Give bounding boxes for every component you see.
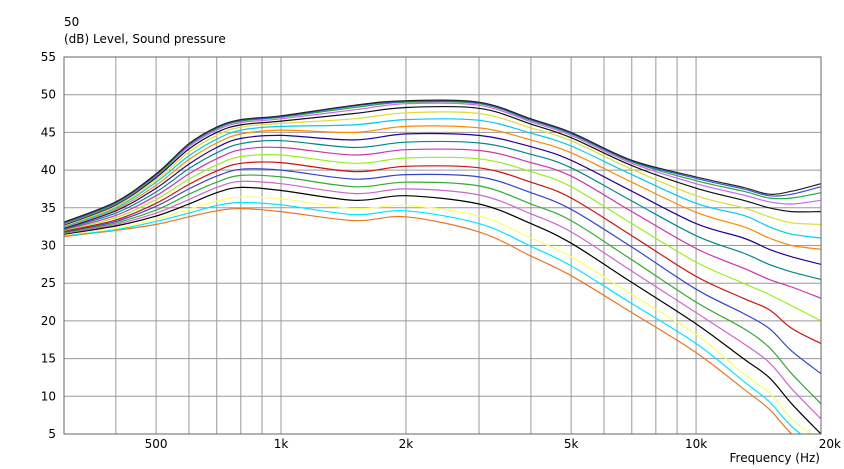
y-tick-label: 30 bbox=[41, 239, 56, 253]
y-tick-label: 55 bbox=[41, 50, 56, 64]
series-line bbox=[64, 139, 821, 280]
y-tick-label: 40 bbox=[41, 163, 56, 177]
series-line bbox=[64, 168, 821, 375]
x-tick-label: 5k bbox=[564, 437, 579, 451]
series-line bbox=[64, 102, 821, 225]
series-line bbox=[64, 100, 821, 224]
series-line bbox=[64, 125, 821, 250]
y-tick-label: 50 bbox=[41, 88, 56, 102]
plot-frame bbox=[63, 56, 822, 435]
series-line bbox=[64, 118, 821, 239]
y-tick-label: 10 bbox=[41, 389, 56, 403]
series-line bbox=[64, 186, 821, 434]
series-line bbox=[64, 146, 821, 299]
y-tick-label: 25 bbox=[41, 276, 56, 290]
series-line bbox=[64, 99, 821, 223]
y-tick-label: 5 bbox=[48, 427, 56, 441]
y-tick-labels: 5 10 15 20 25 30 35 40 45 50 55 bbox=[41, 50, 56, 441]
x-tick-label: 500 bbox=[145, 437, 168, 451]
x-tick-label: 20k bbox=[819, 437, 841, 451]
series-line bbox=[64, 174, 821, 405]
x-tick-labels: 500 1k 2k 5k 10k 20k bbox=[145, 437, 841, 451]
y-tick-label: 20 bbox=[41, 314, 56, 328]
series-line bbox=[64, 105, 821, 226]
series-line bbox=[64, 207, 793, 434]
top-scale-label: 50 bbox=[64, 15, 79, 29]
x-tick-label: 10k bbox=[685, 437, 707, 451]
x-axis-label: Frequency (Hz) bbox=[730, 451, 821, 465]
y-axis-label: (dB) Level, Sound pressure bbox=[64, 32, 226, 46]
series-line bbox=[64, 180, 821, 420]
x-tick-label: 1k bbox=[274, 437, 289, 451]
series-line bbox=[64, 196, 812, 434]
series-line bbox=[64, 201, 802, 434]
y-tick-label: 35 bbox=[41, 201, 56, 215]
y-tick-label: 15 bbox=[41, 352, 56, 366]
series-group bbox=[64, 99, 821, 434]
series-line bbox=[64, 111, 821, 227]
series-line bbox=[64, 153, 821, 322]
series-line bbox=[64, 132, 821, 265]
y-tick-label: 45 bbox=[41, 125, 56, 139]
series-line bbox=[64, 161, 821, 345]
x-tick-label: 2k bbox=[399, 437, 414, 451]
